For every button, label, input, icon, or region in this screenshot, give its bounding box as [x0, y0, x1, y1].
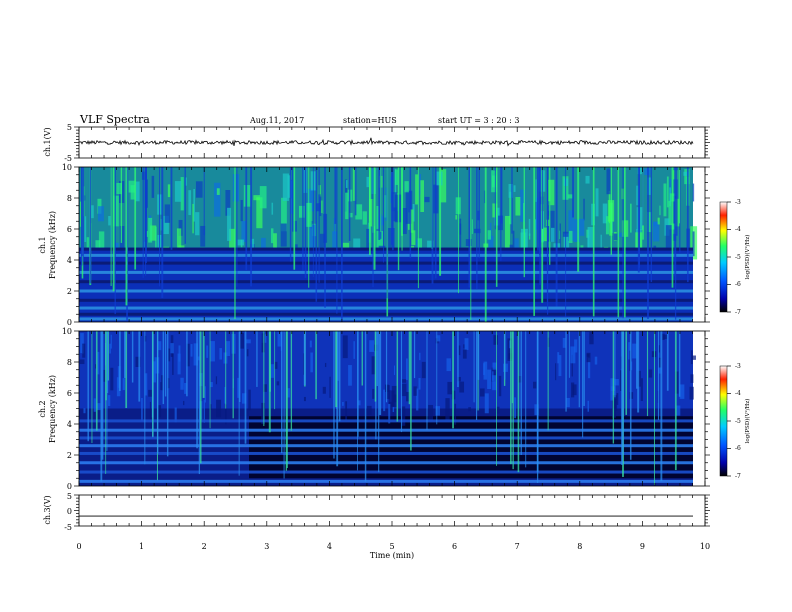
- ch1-colorbar: -3 -4 -5 -6 -7 log(PSD)(V²/Hz): [719, 199, 751, 316]
- ch1-waveform-trace: [78, 137, 694, 147]
- ch1-spectrogram-channel-label: ch.1: [38, 236, 47, 253]
- ch3-ytick-mid: 0: [67, 507, 72, 516]
- time-tick-3: 3: [264, 542, 269, 551]
- ch2-spectrogram-ylabel: Frequency (kHz): [48, 375, 57, 443]
- ch2-cb-tick-m6: -6: [735, 445, 741, 452]
- ch1-spectrogram-panel: 0 2 4 6 8 10 ch.1 Frequency (kHz): [38, 163, 706, 327]
- ch2-freq-tick-4: 4: [67, 420, 72, 429]
- ch1-spectrogram-ylabel: Frequency (kHz): [48, 211, 57, 279]
- time-tick-2: 2: [202, 542, 207, 551]
- time-tick-0: 0: [76, 542, 81, 551]
- ch3-waveform-panel: 5 0 -5 ch.3(V): [43, 492, 706, 532]
- time-tick-7: 7: [515, 542, 520, 551]
- ch1-colorbar-gradient: [719, 201, 728, 313]
- time-tick-6: 6: [452, 542, 457, 551]
- ch1-ytick-bottom: -5: [64, 154, 72, 163]
- ch2-spectrogram-channel-label: ch.2: [38, 400, 47, 417]
- ch2-colorbar-label: log(PSD)(V²/Hz): [744, 399, 751, 444]
- ch2-spectrogram-panel: 0 2 4 6 8 10 ch.2 Frequency (kHz): [38, 327, 706, 491]
- ch2-cb-tick-m4: -4: [735, 390, 741, 397]
- ch2-cb-tick-m7: -7: [735, 473, 741, 480]
- time-tick-1: 1: [139, 542, 144, 551]
- ch1-cb-tick-m6: -6: [735, 281, 741, 288]
- ch2-freq-tick-0: 0: [67, 482, 72, 491]
- time-tick-10: 10: [700, 542, 710, 551]
- ch1-cb-tick-m7: -7: [735, 309, 741, 316]
- date-label: Aug.11, 2017: [249, 116, 304, 125]
- ch2-colorbar-gradient: [719, 365, 728, 477]
- ch2-freq-tick-6: 6: [67, 389, 72, 398]
- ch2-colorbar: -3 -4 -5 -6 -7 log(PSD)(V²/Hz): [719, 363, 751, 480]
- time-tick-9: 9: [640, 542, 645, 551]
- ch1-freq-tick-6: 6: [67, 225, 72, 234]
- ch1-cb-tick-m4: -4: [735, 226, 741, 233]
- ch1-waveform-panel: 5 -5 ch.1(V): [43, 123, 706, 163]
- ch1-ytick-top: 5: [67, 123, 72, 132]
- ch1-freq-tick-2: 2: [67, 287, 72, 296]
- time-tick-5: 5: [389, 542, 394, 551]
- start-time-label: start UT = 3 : 20 : 3: [438, 116, 519, 125]
- time-axis: 0 1 2 3 4 5 6 7 8 9 10 Time (min): [76, 542, 710, 560]
- ch2-freq-tick-8: 8: [67, 358, 72, 367]
- axis-tick-marks: [74, 126, 731, 527]
- ch2-freq-tick-2: 2: [67, 451, 72, 460]
- ch2-spectrogram-image: [79, 331, 696, 486]
- ch1-cb-tick-m3: -3: [735, 199, 741, 206]
- ch1-freq-tick-0: 0: [67, 318, 72, 327]
- time-tick-4: 4: [327, 542, 332, 551]
- ch2-cb-tick-m3: -3: [735, 363, 741, 370]
- ch3-ytick-bottom: -5: [64, 523, 72, 532]
- station-label: station=HUS: [343, 116, 397, 125]
- ch1-freq-tick-8: 8: [67, 194, 72, 203]
- ch3-ytick-top: 5: [67, 492, 72, 501]
- ch1-cb-tick-m5: -5: [735, 254, 741, 261]
- time-tick-8: 8: [577, 542, 582, 551]
- ch1-colorbar-label: log(PSD)(V²/Hz): [744, 235, 751, 280]
- ch1-freq-tick-4: 4: [67, 256, 72, 265]
- ch2-cb-tick-m5: -5: [735, 418, 741, 425]
- ch1-waveform-ylabel: ch.1(V): [43, 127, 52, 156]
- figure-title: VLF Spectra: [79, 113, 150, 126]
- ch3-waveform-ylabel: ch.3(V): [43, 495, 52, 524]
- time-axis-label: Time (min): [370, 551, 414, 560]
- ch1-freq-tick-10: 10: [62, 163, 72, 172]
- ch2-freq-tick-10: 10: [62, 327, 72, 336]
- ch1-spectrogram-image: [79, 167, 698, 322]
